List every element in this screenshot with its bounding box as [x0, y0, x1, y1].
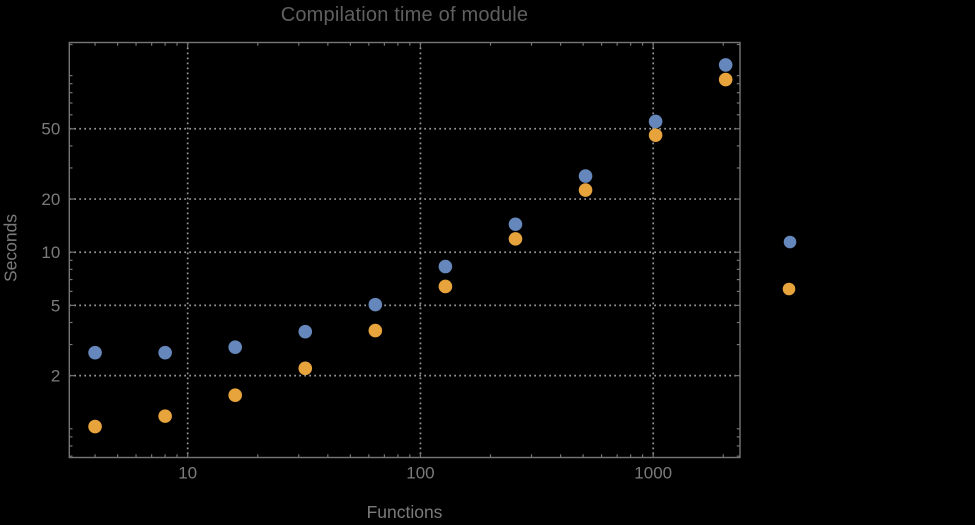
- data-point-series-blue: [578, 169, 593, 183]
- data-point-series-blue: [368, 297, 383, 312]
- x-tick-label: 1000: [634, 464, 672, 483]
- x-axis-label: Functions: [366, 502, 443, 522]
- data-point-series-orange: [578, 183, 593, 197]
- y-tick-label: 10: [41, 243, 60, 262]
- data-point-series-orange: [298, 361, 313, 376]
- legend-marker: [783, 235, 797, 249]
- plot-frame: [68, 41, 741, 459]
- y-tick-label: 2: [51, 367, 60, 386]
- data-point-series-orange: [508, 232, 523, 246]
- y-axis-label: Seconds: [0, 213, 21, 283]
- data-point-series-orange: [718, 72, 733, 87]
- data-point-series-blue: [228, 340, 242, 354]
- data-point-series-blue: [298, 324, 313, 339]
- legend-marker: [782, 282, 796, 296]
- data-point-series-orange: [88, 419, 102, 434]
- y-tick-label: 5: [51, 296, 60, 315]
- data-point-series-blue: [88, 345, 102, 360]
- x-tick-label: 100: [406, 464, 434, 483]
- data-point-series-orange: [368, 323, 383, 338]
- chart-title: Compilation time of module: [280, 4, 529, 26]
- x-tick-label: 10: [178, 464, 197, 483]
- data-point-series-blue: [718, 58, 733, 72]
- y-tick-label: 50: [41, 120, 60, 139]
- data-point-series-blue: [648, 114, 663, 129]
- data-point-series-blue: [438, 259, 453, 274]
- data-point-series-blue: [158, 345, 172, 360]
- data-point-series-orange: [228, 388, 242, 403]
- y-tick-label: 20: [41, 190, 60, 209]
- data-point-series-orange: [438, 279, 453, 294]
- data-point-series-orange: [158, 409, 172, 423]
- data-point-series-blue: [508, 217, 523, 232]
- data-point-series-orange: [648, 128, 663, 142]
